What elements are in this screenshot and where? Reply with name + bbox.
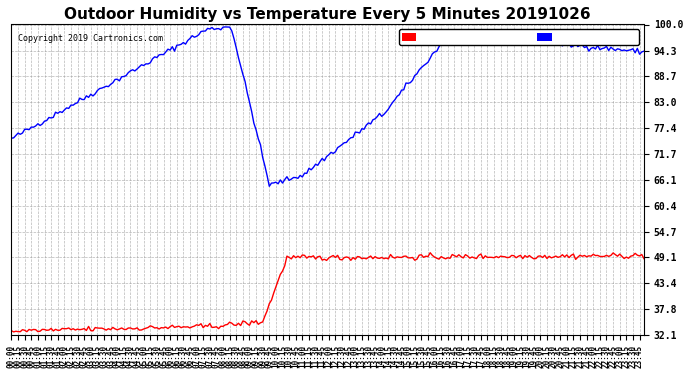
Text: Copyright 2019 Cartronics.com: Copyright 2019 Cartronics.com xyxy=(18,34,163,43)
Title: Outdoor Humidity vs Temperature Every 5 Minutes 20191026: Outdoor Humidity vs Temperature Every 5 … xyxy=(64,7,591,22)
Legend: Temperature (°F), Humidity  (%): Temperature (°F), Humidity (%) xyxy=(399,29,639,45)
